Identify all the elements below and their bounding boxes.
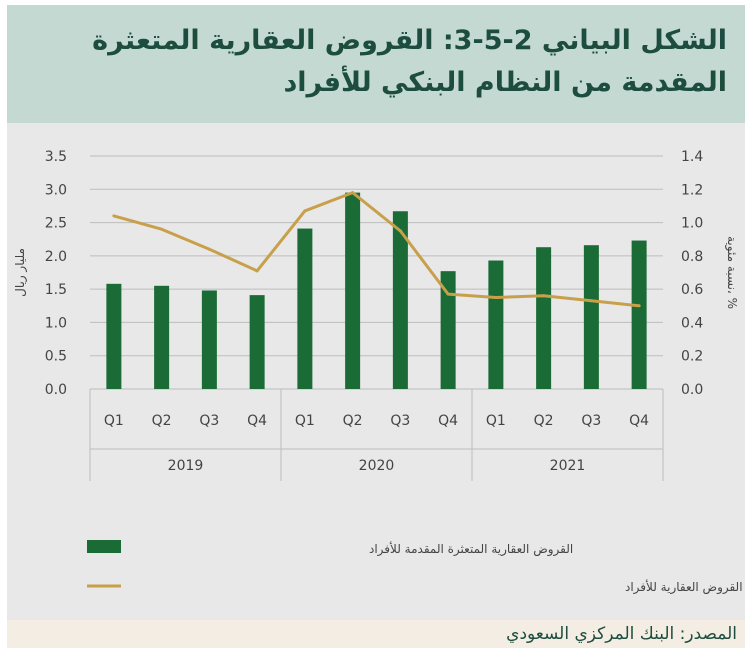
y-right-tick-label: 0.2 (681, 349, 703, 365)
x-tick-label: Q2 (152, 413, 172, 429)
ratio-point (160, 227, 164, 231)
y-left-tick-label: 1.0 (45, 315, 67, 331)
legend-swatch-bar (87, 540, 121, 553)
bar (440, 271, 456, 389)
chart-title-line-1: الشكل البياني 2-5-3: القروض العقارية الم… (92, 25, 727, 56)
source-note: المصدر: البنك المركزي السعودي (506, 624, 737, 644)
x-tick-label: Q1 (486, 413, 506, 429)
y-left-tick-label: 1.5 (45, 282, 67, 298)
ratio-point (255, 269, 259, 273)
bar (631, 240, 647, 389)
y-right-tick-label: 0.8 (681, 249, 703, 265)
x-tick-label: Q2 (343, 413, 363, 429)
y-left-tick-label: 2.5 (45, 216, 67, 232)
combo-chart: 0.0 0.5 1.0 1.5 2.0 2.5 3.0 3.5 0.0 0.2 0.4 0.6 0.8 1… (13, 149, 745, 595)
bar (249, 295, 265, 389)
y-left-tick-label: 2.0 (45, 249, 67, 265)
ratio-point (494, 295, 498, 299)
x-tick-label: Q3 (581, 413, 601, 429)
chart-title-line-2: المقدمة من النظام البنكي للأفراد (283, 67, 727, 98)
bar (297, 228, 313, 389)
year-label: 2019 (168, 458, 204, 474)
legend-label-line: نسبة القروض العقارية المتعثرة للأفراد إل… (625, 579, 745, 595)
ratio-point (542, 294, 546, 298)
bar (488, 260, 504, 389)
ratio-line (113, 191, 640, 308)
bar (106, 283, 122, 389)
bar (583, 245, 599, 389)
ratio-point (207, 247, 211, 251)
y-left-axis-title: مليار ريال (13, 248, 28, 297)
year-label: 2020 (359, 458, 395, 474)
y-left-tick-label: 3.0 (45, 182, 67, 198)
bar (392, 211, 408, 389)
ratio-point (446, 292, 450, 296)
x-tick-label: Q1 (104, 413, 124, 429)
source-band: المصدر: البنك المركزي السعودي (7, 620, 745, 648)
x-tick-label: Q3 (199, 413, 219, 429)
bar (154, 285, 170, 389)
legend-label-bar: القروض العقارية المتعثرة المقدمة للأفراد (369, 541, 573, 557)
x-tick-label: Q4 (247, 413, 267, 429)
ratio-point (303, 209, 307, 213)
y-right-tick-label: 0.0 (681, 382, 703, 398)
ratio-point (637, 304, 641, 308)
bar (345, 192, 361, 389)
y-right-tick-label: 1.0 (681, 216, 703, 232)
y-left-tick-label: 3.5 (45, 149, 67, 165)
y-right-axis-title: نسبة مئوية، % (724, 236, 739, 309)
ratio-point (398, 229, 402, 233)
bar (201, 290, 217, 389)
x-tick-label: Q4 (438, 413, 458, 429)
ratio-point (351, 191, 355, 195)
y-right-tick-label: 1.4 (681, 149, 703, 165)
y-right-tick-label: 1.2 (681, 182, 703, 198)
y-right-tick-label: 0.4 (681, 315, 703, 331)
bar (536, 247, 552, 389)
ratio-point (589, 299, 593, 303)
chart-area: 0.0 0.5 1.0 1.5 2.0 2.5 3.0 3.5 0.0 0.2 0.4 0.6 0.8 1… (7, 123, 745, 620)
year-label: 2021 (550, 458, 586, 474)
y-left-tick-label: 0.0 (45, 382, 67, 398)
x-tick-label: Q3 (390, 413, 410, 429)
ratio-point (112, 214, 116, 218)
y-right-tick-label: 0.6 (681, 282, 703, 298)
y-left-tick-label: 0.5 (45, 349, 67, 365)
x-tick-label: Q2 (534, 413, 554, 429)
title-band: الشكل البياني 2-5-3: القروض العقارية الم… (7, 5, 745, 123)
x-tick-label: Q4 (629, 413, 649, 429)
x-tick-label: Q1 (295, 413, 315, 429)
